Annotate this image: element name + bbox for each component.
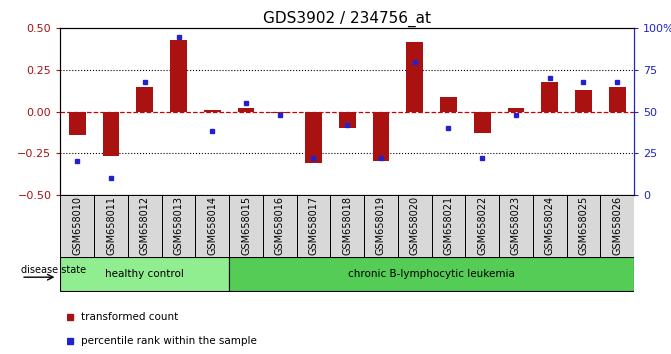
Bar [103, 112, 119, 156]
Bar [128, 195, 162, 257]
Text: GSM658011: GSM658011 [106, 196, 116, 255]
Text: GSM658026: GSM658026 [612, 196, 622, 255]
Text: GSM658013: GSM658013 [174, 196, 183, 255]
Text: chronic B-lymphocytic leukemia: chronic B-lymphocytic leukemia [348, 269, 515, 279]
Bar [60, 195, 94, 257]
Bar [533, 195, 566, 257]
Bar [330, 195, 364, 257]
Bar [609, 87, 625, 112]
Text: disease state: disease state [21, 265, 87, 275]
Bar [372, 112, 389, 161]
Bar [601, 195, 634, 257]
Bar [474, 112, 491, 133]
Text: GSM658012: GSM658012 [140, 196, 150, 255]
Bar [170, 40, 187, 112]
Text: GSM658025: GSM658025 [578, 196, 588, 255]
Title: GDS3902 / 234756_at: GDS3902 / 234756_at [263, 11, 431, 27]
Text: GSM658020: GSM658020 [410, 196, 420, 255]
Bar [440, 97, 457, 112]
Text: percentile rank within the sample: percentile rank within the sample [81, 336, 256, 346]
Text: GSM658022: GSM658022 [477, 196, 487, 255]
Text: GSM658010: GSM658010 [72, 196, 83, 255]
Bar [339, 112, 356, 128]
Bar [466, 195, 499, 257]
Bar [575, 90, 592, 112]
Bar [431, 195, 466, 257]
Bar [195, 195, 229, 257]
Text: GSM658023: GSM658023 [511, 196, 521, 255]
Text: healthy control: healthy control [105, 269, 185, 279]
Text: GSM658021: GSM658021 [444, 196, 454, 255]
Bar [229, 257, 634, 291]
Bar [204, 110, 221, 112]
Bar [60, 257, 229, 291]
Bar [238, 108, 254, 112]
Bar [263, 195, 297, 257]
Bar [271, 112, 288, 113]
Bar [566, 195, 601, 257]
Bar [541, 81, 558, 112]
Text: GSM658017: GSM658017 [309, 196, 319, 255]
Bar [94, 195, 128, 257]
Text: GSM658018: GSM658018 [342, 196, 352, 255]
Bar [398, 195, 431, 257]
Bar [364, 195, 398, 257]
Bar [305, 112, 322, 163]
Bar [69, 112, 86, 135]
Text: transformed count: transformed count [81, 312, 178, 321]
Text: GSM658015: GSM658015 [241, 196, 251, 255]
Text: GSM658016: GSM658016 [274, 196, 285, 255]
Bar [136, 87, 153, 112]
Bar [499, 195, 533, 257]
Text: GSM658014: GSM658014 [207, 196, 217, 255]
Bar [229, 195, 263, 257]
Bar [297, 195, 330, 257]
Text: GSM658019: GSM658019 [376, 196, 386, 255]
Bar [162, 195, 195, 257]
Bar [507, 108, 525, 112]
Text: GSM658024: GSM658024 [545, 196, 555, 255]
Bar [407, 42, 423, 112]
